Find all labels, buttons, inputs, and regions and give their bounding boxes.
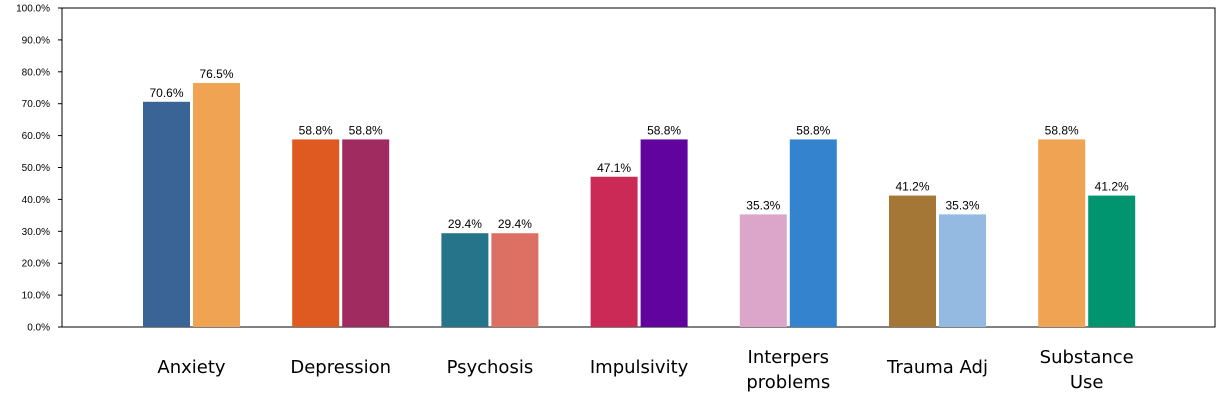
data-label: 70.6% xyxy=(149,86,183,100)
x-category-label: Use xyxy=(1070,372,1104,393)
data-label: 29.4% xyxy=(498,217,532,231)
x-category-label: Impulsivity xyxy=(590,357,689,378)
y-tick-label: 40.0% xyxy=(22,195,50,206)
x-category-label: Anxiety xyxy=(157,357,226,378)
bar xyxy=(939,214,986,327)
x-category-label: Interpers xyxy=(748,347,830,368)
data-label: 29.4% xyxy=(448,217,482,231)
bar xyxy=(342,139,390,327)
x-category-label: Psychosis xyxy=(447,357,534,378)
data-label: 35.3% xyxy=(945,198,979,212)
y-tick-label: 20.0% xyxy=(22,259,50,270)
x-category-label: problems xyxy=(746,372,830,393)
x-category-label: Substance xyxy=(1040,347,1134,368)
x-category-label: Depression xyxy=(290,357,391,378)
bar xyxy=(491,233,539,327)
y-tick-label: 80.0% xyxy=(22,67,50,78)
bar-series xyxy=(143,82,1136,327)
data-label: 58.8% xyxy=(299,123,333,137)
data-label: 58.8% xyxy=(349,123,383,137)
bar xyxy=(1038,139,1086,327)
y-tick-label: 10.0% xyxy=(22,291,50,302)
data-label: 35.3% xyxy=(746,198,780,212)
bar xyxy=(739,214,787,327)
bar xyxy=(292,139,340,327)
data-label: 47.1% xyxy=(597,161,631,175)
data-label: 41.2% xyxy=(1095,180,1129,194)
bar xyxy=(143,101,190,327)
y-tick-label: 70.0% xyxy=(22,99,50,110)
bar xyxy=(889,195,936,327)
bar xyxy=(590,176,638,327)
x-axis: Anxiety Depression Psychosis Impulsivity Int… xyxy=(157,347,1133,393)
data-label: 58.8% xyxy=(647,123,681,137)
y-tick-label: 100.0% xyxy=(16,4,50,15)
y-axis: 0.0% 10.0% 20.0% 30.0% 40.0% 50.0% 60.0% 70.0% 8… xyxy=(16,4,62,334)
data-label: 41.2% xyxy=(895,180,929,194)
bar xyxy=(441,233,489,327)
y-tick-label: 0.0% xyxy=(27,323,50,334)
data-label: 76.5% xyxy=(199,67,233,81)
bar xyxy=(1088,195,1136,327)
data-label: 58.8% xyxy=(1045,123,1079,137)
data-labels: 70.6% 76.5% 58.8% 58.8% 29.4% 29.4% 47.1% 58.8%… xyxy=(149,67,1129,231)
bar xyxy=(193,82,240,327)
y-tick-label: 30.0% xyxy=(22,227,50,238)
data-label: 58.8% xyxy=(796,123,830,137)
y-tick-label: 50.0% xyxy=(22,163,50,174)
y-tick-label: 90.0% xyxy=(22,35,50,46)
bar xyxy=(789,139,837,327)
bar xyxy=(640,139,688,327)
x-category-label: Trauma Adj xyxy=(886,357,988,378)
y-tick-label: 60.0% xyxy=(22,131,50,142)
